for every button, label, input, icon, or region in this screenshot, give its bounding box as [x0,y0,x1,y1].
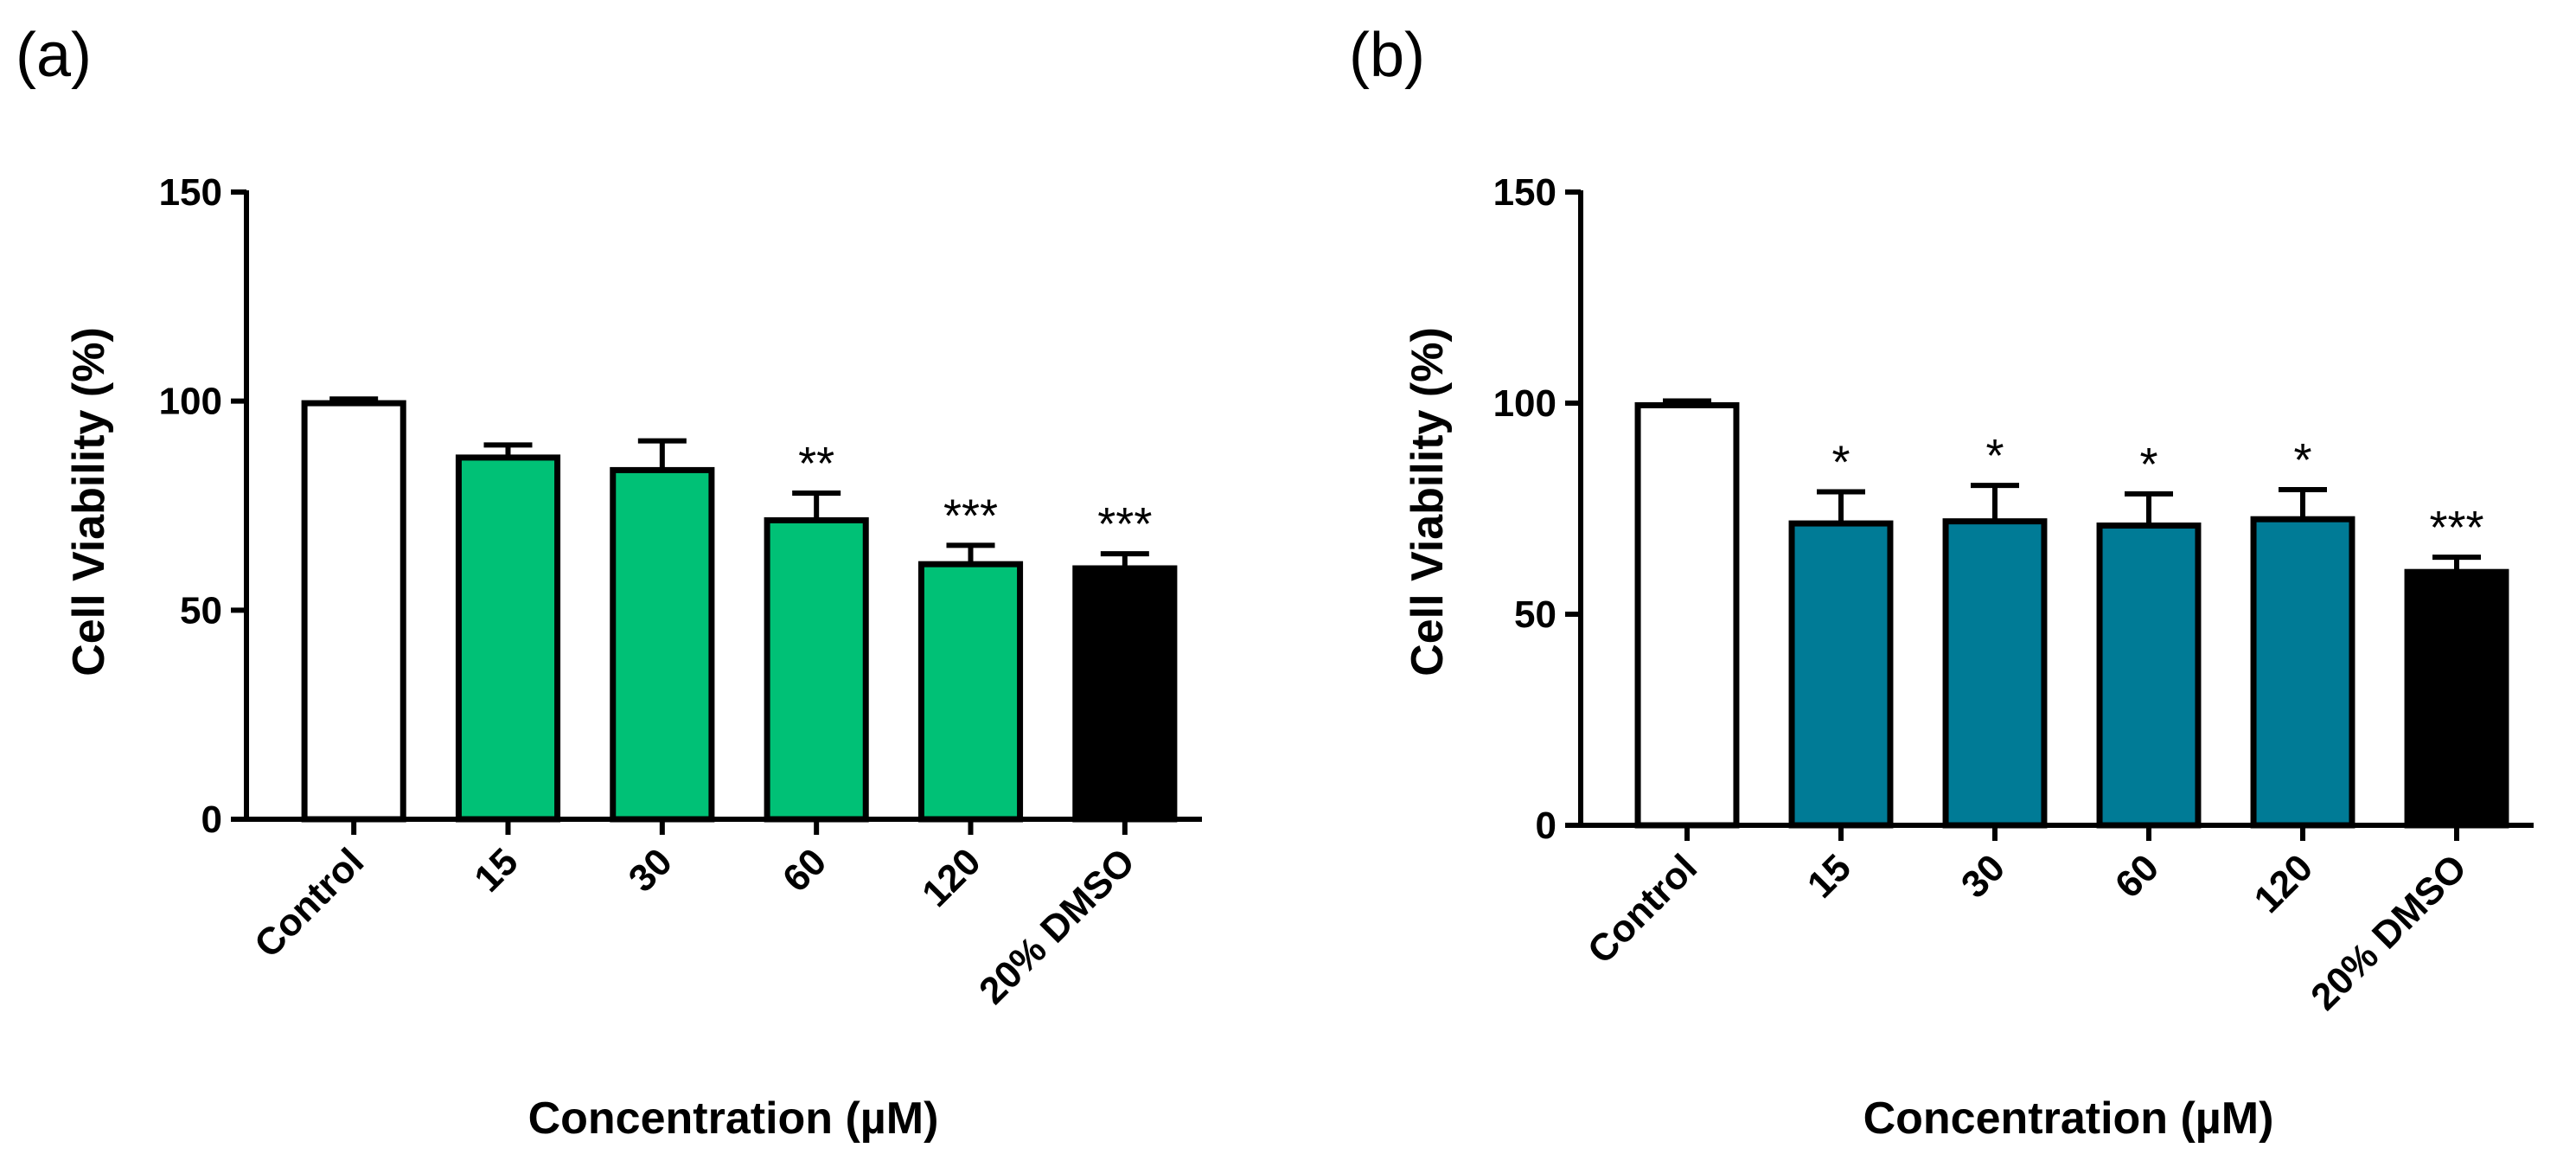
panel-a-bar [917,561,1024,823]
panel-b-bar [1788,520,1894,829]
panel-a-bar [764,516,869,823]
panel-a-x-tick-label: Control [246,840,372,965]
panel-a-y-axis-title: Cell Viability (%) [64,327,114,676]
panel-b-bar [2096,523,2202,829]
panel-a-x-tick-label: 120 [914,840,989,915]
panel-b-plot-area: 0 50 100 150 Control 15 * 30 * 60 * 120 * 20% DMSO *** [1493,171,2534,1018]
panel-b-x-tick-label: 30 [1953,846,2013,906]
panel-b-y-tick-label: 0 [1536,805,1556,847]
panel-b-bar [2404,568,2509,829]
panel-b-y-tick-label: 100 [1493,382,1556,425]
panel-b-significance-marker: * [1831,436,1850,488]
panel-a-y-tick-label: 50 [180,589,222,632]
panel-b-significance-marker: * [2139,439,2157,491]
panel-b-x-tick-label: 120 [2247,846,2322,921]
panel-b-x-axis-title: Concentration (µM) [1863,1093,2274,1144]
panel-b-significance-marker: *** [2429,502,2483,554]
panel-a-x-tick-label: 30 [621,840,681,900]
panel-a-significance-marker: *** [1097,498,1152,550]
panel-a-y-tick-label: 100 [159,381,222,423]
panel-b-y-tick-label: 150 [1493,171,1556,214]
panel-a-plot-area: 0 50 100 150 Control 15 30 60 ** 120 *** 20% DMSO **… [159,171,1202,1012]
panel-a-y-tick-label: 150 [159,171,222,214]
panel-b-x-tick-label: 15 [1799,846,1859,906]
panel-b-x-tick-label: Control [1580,846,1705,971]
panel-a-bar [455,454,561,823]
panel-b-bar [1634,401,1740,829]
panel-b-bar [1942,518,2048,829]
panel-b-x-tick-label: 20% DMSO [2303,846,2475,1018]
panel-b-bar [2250,516,2355,829]
panel-b-significance-marker: * [2293,434,2311,486]
panel-a-bar [1072,565,1178,823]
panel-a-label: (a) [16,21,92,90]
panel-b-significance-marker: * [1985,430,2004,482]
panel-b-y-tick-label: 50 [1514,593,1556,636]
panel-a-bar [301,400,406,823]
panel-a-x-tick-label: 60 [775,840,834,900]
panel-a: (a) Cell Viability (%) Concentration (µM… [16,21,1202,1144]
panel-a-x-tick-label: 20% DMSO [971,840,1143,1012]
panel-b: (b) Cell Viability (%) Concentration (µM… [1349,21,2534,1144]
panel-a-significance-marker: ** [798,438,834,490]
panel-b-y-axis-title: Cell Viability (%) [1403,327,1453,676]
panel-a-y-tick-label: 0 [201,798,222,841]
panel-a-x-tick-label: 15 [466,840,526,900]
panel-b-label: (b) [1349,21,1425,90]
panel-b-x-tick-label: 60 [2107,846,2167,906]
panel-a-bar [610,466,715,823]
panel-a-x-axis-title: Concentration (µM) [528,1093,939,1144]
panel-a-significance-marker: *** [943,490,998,542]
